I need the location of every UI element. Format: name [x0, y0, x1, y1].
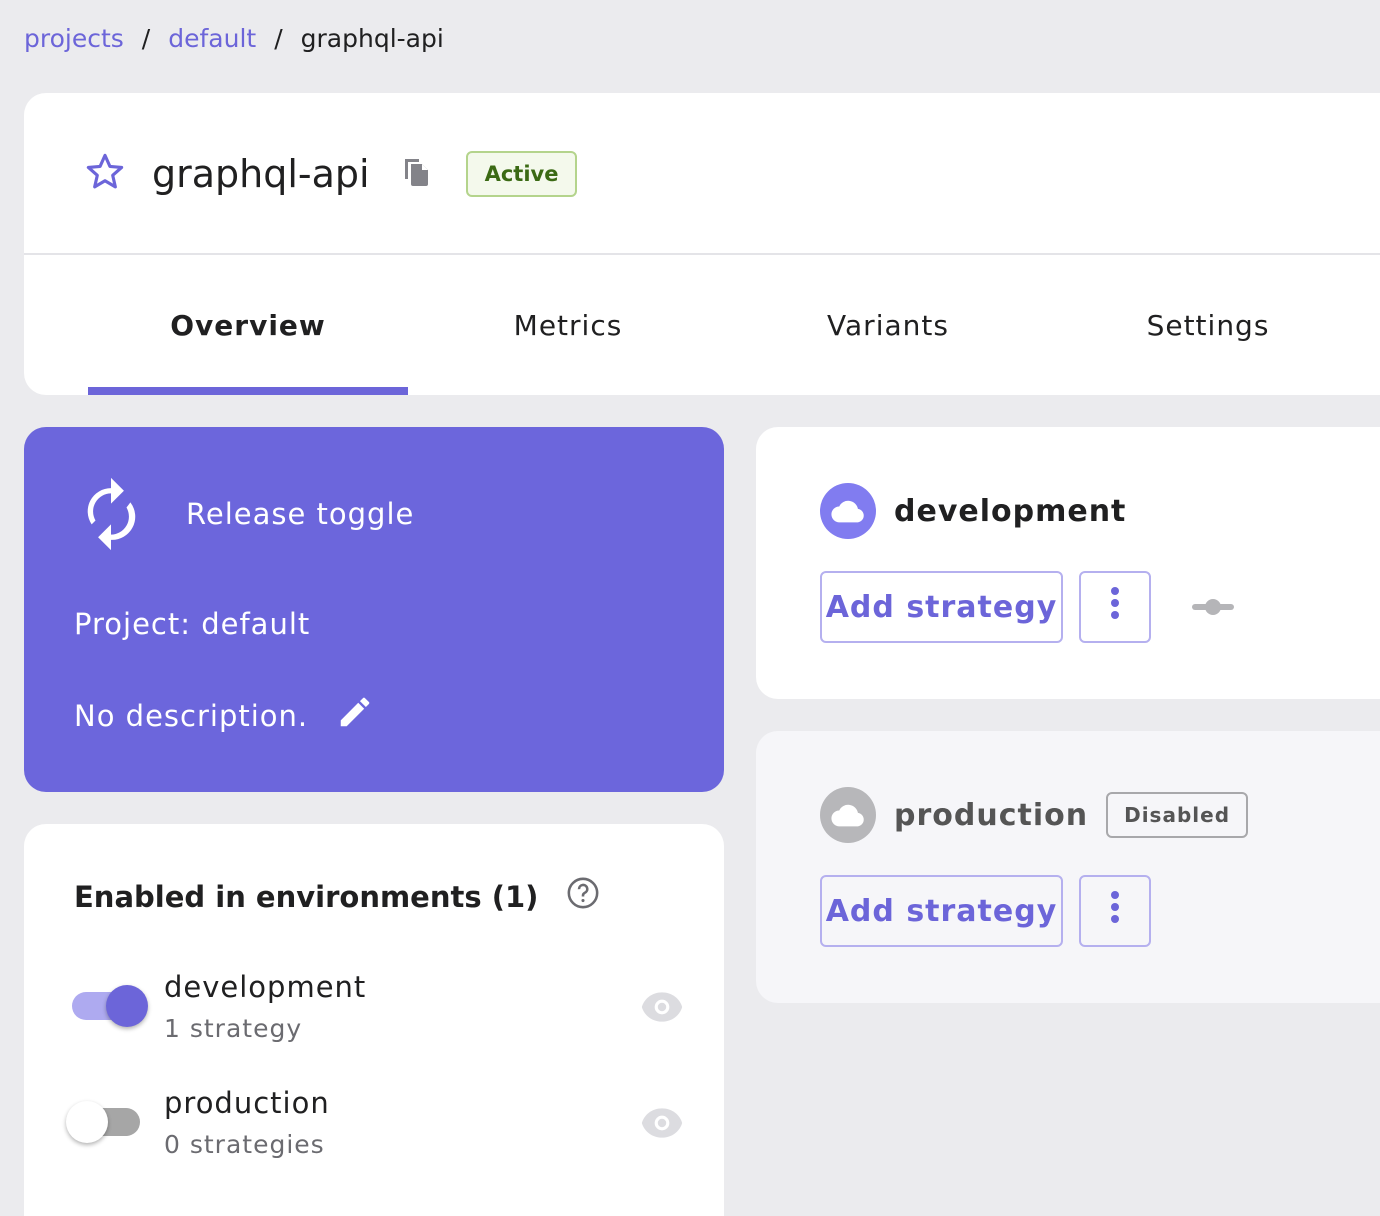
env-row-production: production 0 strategies [64, 1086, 684, 1166]
production-toggle[interactable] [66, 1101, 140, 1143]
toggle-type: Release toggle [186, 497, 415, 531]
toggle-project: Project: default [74, 607, 311, 641]
tab-settings[interactable]: Settings [1146, 308, 1270, 342]
breadcrumb: projects / default / graphql-api [24, 24, 444, 53]
help-icon[interactable] [566, 876, 600, 917]
breadcrumb-default[interactable]: default [168, 24, 257, 53]
cloud-icon [820, 483, 876, 539]
edit-icon[interactable] [336, 693, 374, 738]
env-name: production [164, 1086, 330, 1120]
cloud-icon [820, 787, 876, 843]
more-options-button[interactable] [1079, 875, 1151, 947]
more-options-button[interactable] [1079, 571, 1151, 643]
env-strategies: 1 strategy [164, 1014, 303, 1043]
toggle-description: No description. [74, 698, 309, 733]
page-title: graphql-api [152, 152, 370, 196]
eye-icon[interactable] [640, 1106, 684, 1144]
breadcrumb-current: graphql-api [300, 24, 444, 53]
add-strategy-button[interactable]: Add strategy [820, 571, 1063, 643]
divider [24, 253, 1380, 255]
separator: / [274, 24, 283, 53]
env-card-production: production Disabled Add strategy [756, 731, 1380, 1003]
breadcrumb-projects[interactable]: projects [24, 24, 124, 53]
add-strategy-button[interactable]: Add strategy [820, 875, 1063, 947]
separator: / [141, 24, 151, 53]
panel-title: Enabled in environments (1) [74, 879, 539, 914]
env-strategies: 0 strategies [164, 1130, 325, 1159]
eye-icon[interactable] [640, 990, 684, 1028]
strategy-connector-icon [1192, 597, 1234, 621]
tab-overview[interactable]: Overview [88, 255, 408, 395]
tab-metrics[interactable]: Metrics [513, 308, 623, 342]
env-card-title: production [894, 797, 1089, 833]
star-icon[interactable] [84, 151, 126, 197]
disabled-badge: Disabled [1106, 792, 1249, 838]
env-row-development: development 1 strategy [64, 970, 684, 1050]
tab-variants[interactable]: Variants [827, 308, 949, 342]
env-card-development: development Add strategy [756, 427, 1380, 699]
feature-header: graphql-api Active Overview Metrics Vari… [24, 93, 1380, 395]
enabled-environments-panel: Enabled in environments (1) development … [24, 824, 724, 1216]
development-toggle[interactable] [72, 985, 148, 1027]
status-badge: Active [465, 151, 578, 197]
tab-bar: Overview Metrics Variants Settings [88, 255, 1368, 395]
copy-icon[interactable] [402, 156, 432, 192]
env-card-title: development [894, 493, 1127, 529]
env-name: development [164, 970, 367, 1004]
refresh-icon [80, 475, 142, 557]
toggle-info-card: Release toggle Project: default No descr… [24, 427, 724, 792]
